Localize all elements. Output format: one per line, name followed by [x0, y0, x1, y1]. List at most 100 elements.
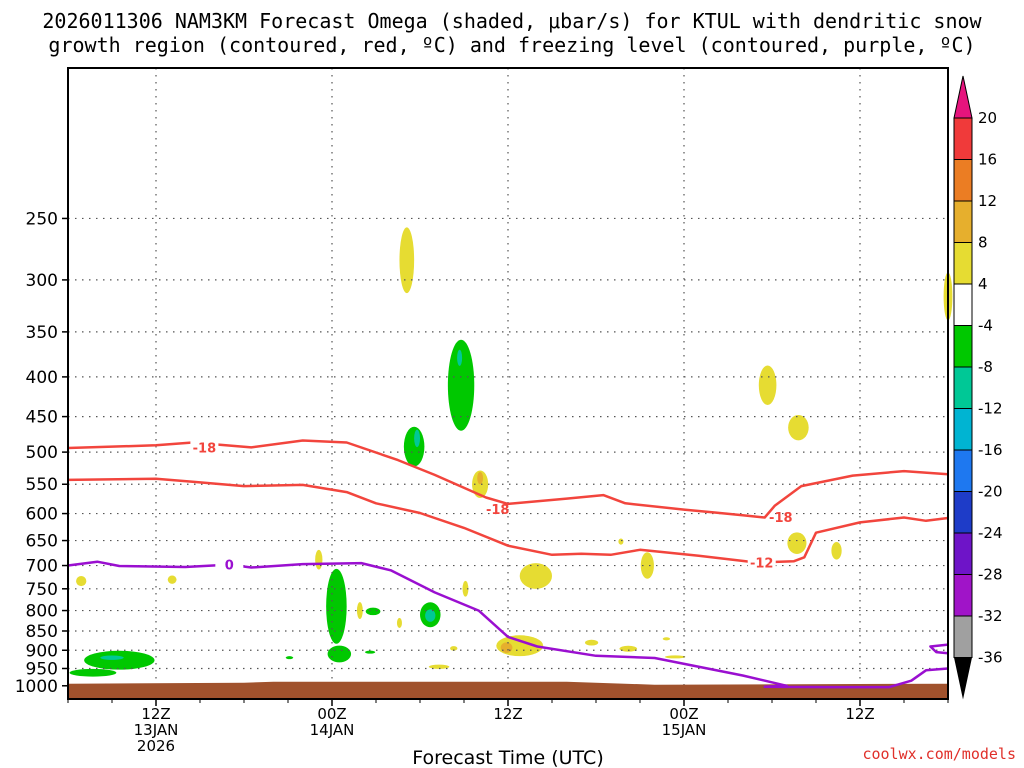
omega-region-22 [428, 664, 450, 669]
contour-label-freezing-level-0: 0 [225, 559, 234, 574]
colorbar-bin-5 [953, 325, 973, 368]
y-tick-label-500: 500 [26, 443, 58, 463]
contour-freezing-level-0-right [929, 643, 949, 655]
credit-text: coolwx.com/models [862, 745, 1016, 763]
omega-region-0 [84, 650, 155, 670]
omega-region-27 [500, 642, 513, 653]
contour-freezing-level-0 [67, 560, 949, 689]
colorbar-bin-9 [953, 491, 973, 534]
y-tick-label-450: 450 [26, 408, 58, 428]
y-tick-label-350: 350 [26, 323, 58, 343]
colorbar-label-13: -36 [978, 649, 1003, 667]
colorbar-label-10: -24 [978, 524, 1003, 542]
contour-dendritic-upper-18 [67, 439, 949, 519]
omega-region-32 [662, 637, 671, 641]
y-tick-label-400: 400 [26, 368, 58, 388]
omega-region-35 [788, 414, 809, 441]
omega-region-28 [585, 639, 599, 646]
colorbar-bin-12 [953, 615, 973, 658]
colorbar-label-7: -12 [978, 400, 1003, 418]
omega-region-11 [365, 650, 376, 654]
contour-label-dendritic-lower-12: -12 [750, 557, 774, 572]
colorbar-label-9: -20 [978, 483, 1003, 501]
y-tick-label-750: 750 [26, 580, 58, 600]
omega-region-2 [69, 668, 117, 677]
y-tick-label-300: 300 [26, 271, 58, 291]
y-tick-label-800: 800 [26, 602, 58, 622]
omega-region-16 [447, 339, 475, 431]
omega-region-15 [414, 429, 421, 448]
contour-label-bg-freezing-level-0 [215, 556, 244, 573]
y-tick-label-700: 700 [26, 557, 58, 577]
colorbar-label-8: -16 [978, 441, 1003, 459]
omega-region-10 [285, 656, 294, 660]
omega-region-19 [425, 609, 436, 622]
terrain-fill [68, 681, 948, 699]
colorbar-label-0: 20 [978, 109, 997, 127]
y-tick-label-550: 550 [26, 475, 58, 495]
colorbar-bin-0 [953, 117, 973, 160]
omega-region-36 [787, 532, 807, 554]
y-tick-label-250: 250 [26, 209, 58, 229]
omega-region-12 [396, 617, 402, 629]
colorbar-label-4: 4 [978, 275, 988, 293]
colorbar-label-11: -28 [978, 566, 1003, 584]
contour-dendritic-lower-12 [67, 477, 949, 564]
x-axis-label: Forecast Time (UTC) [412, 747, 603, 768]
x-tick-label-30-0: 12Z [493, 705, 522, 723]
contour-layer: -18 -12 0 -18 -18 [67, 439, 949, 689]
x-tick-label-18-1: 14JAN [310, 721, 355, 739]
grid-lines [68, 68, 948, 699]
omega-region-3 [76, 576, 87, 587]
x-tick-label-6-0: 12Z [141, 705, 170, 723]
x-tick-label-42-0: 00Z [669, 705, 698, 723]
x-tick-label-54-0: 12Z [845, 705, 874, 723]
colorbar-bottom-arrow [954, 657, 972, 700]
colorbar-label-6: -8 [978, 358, 993, 376]
omega-region-24 [462, 580, 469, 597]
y-tick-label-850: 850 [26, 622, 58, 642]
contour-label-bg-dendritic-lower-12 [747, 554, 776, 571]
colorbar-bin-4 [953, 283, 973, 326]
omega-region-17 [457, 349, 463, 366]
omega-region-21 [477, 471, 484, 485]
colorbar-bin-3 [953, 242, 973, 285]
colorbar-bin-6 [953, 366, 973, 409]
omega-region-6 [326, 568, 347, 644]
chart-title-line-1: 2026011306 NAM3KM Forecast Omega (shaded… [42, 9, 982, 33]
colorbar-label-3: 8 [978, 234, 988, 252]
omega-region-29 [619, 645, 638, 652]
omega-colorbar: 20 16 12 8 4 -4 -8 -12 -16 -20 -24 -28 -32 -36 [953, 75, 1003, 700]
contour-label-dendritic-upper-18: -18 [193, 441, 217, 456]
omega-region-1 [100, 655, 124, 660]
omega-region-33 [664, 655, 686, 659]
colorbar-bin-10 [953, 532, 973, 575]
omega-region-31 [618, 538, 624, 545]
omega-region-4 [167, 575, 177, 584]
colorbar-bin-1 [953, 159, 973, 202]
x-tick-label-6-2: 2026 [137, 737, 175, 755]
y-tick-label-900: 900 [26, 641, 58, 661]
omega-region-23 [450, 646, 458, 651]
omega-region-9 [365, 607, 381, 616]
y-axis-pressure: 250 300 350 400 450 500 550 600 650 700 7508008509… [15, 209, 68, 697]
terrain-layer [68, 681, 948, 699]
omega-region-37 [831, 541, 842, 560]
x-tick-label-6-1: 13JAN [134, 721, 179, 739]
colorbar-bin-11 [953, 574, 973, 617]
omega-region-30 [640, 552, 654, 579]
chart-title-line-2: growth region (contoured, red, ºC) and f… [48, 33, 975, 57]
y-tick-label-600: 600 [26, 505, 58, 525]
colorbar-label-1: 16 [978, 151, 997, 169]
omega-region-25 [519, 563, 552, 589]
colorbar-label-12: -32 [978, 607, 1003, 625]
omega-region-34 [758, 365, 777, 405]
colorbar-label-5: -4 [978, 317, 993, 335]
colorbar-bin-7 [953, 408, 973, 451]
colorbar-bin-8 [953, 449, 973, 492]
y-tick-label-650: 650 [26, 532, 58, 552]
omega-region-13 [399, 227, 415, 294]
contour-label-dendritic-upper-18-c: -18 [769, 511, 793, 526]
